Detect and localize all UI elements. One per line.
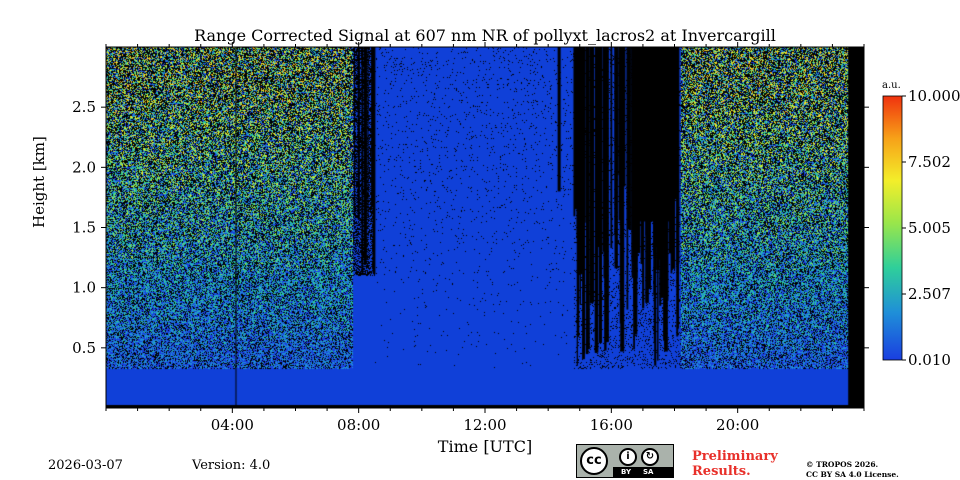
by-label: BY <box>621 468 632 476</box>
y-tick-label: 1.0 <box>72 279 96 297</box>
preliminary-line-2: Results. <box>692 464 751 479</box>
license-strip: BY SA <box>613 467 673 477</box>
version-label: Version: 4.0 <box>192 458 271 473</box>
y-tick-label: 1.5 <box>72 219 96 237</box>
y-tick-label: 0.5 <box>72 339 96 357</box>
colorbar-tick-label: 10.000 <box>908 87 960 105</box>
preliminary-line-1: Preliminary <box>692 449 778 464</box>
colorbar-tick-label: 0.010 <box>908 351 951 369</box>
y-tick-label: 2.0 <box>72 158 96 176</box>
colorbar <box>882 95 903 361</box>
heatmap-area <box>106 47 864 408</box>
preliminary-notice: Preliminary Results. <box>692 449 778 479</box>
chart-title: Range Corrected Signal at 607 nm NR of p… <box>194 26 776 45</box>
colorbar-ticks: 0.010 2.507 5.005 7.502 10.000 <box>902 87 960 369</box>
colorbar-unit: a.u. <box>882 80 901 91</box>
cc-license-badge[interactable]: cc i ↻ BY SA <box>576 444 674 478</box>
colorbar-tick-label: 7.502 <box>908 153 951 171</box>
colorbar-tick-label: 5.005 <box>908 219 951 237</box>
cc-icon: cc <box>580 447 608 475</box>
x-tick-label: 20:00 <box>716 416 759 434</box>
sa-label: SA <box>643 468 654 476</box>
x-tick-label: 12:00 <box>463 416 506 434</box>
sa-icon: ↻ <box>641 448 659 466</box>
x-tick-label: 08:00 <box>337 416 380 434</box>
x-tick-label: 16:00 <box>590 416 633 434</box>
x-tick-label: 04:00 <box>211 416 254 434</box>
x-axis-label: Time [UTC] <box>437 437 533 456</box>
colorbar-tick-label: 2.507 <box>908 285 951 303</box>
y-axis: 0.5 1.0 1.5 2.0 2.5 <box>72 98 869 357</box>
by-icon: i <box>619 448 637 466</box>
heatmap-canvas <box>106 47 864 408</box>
y-axis-label: Height [km] <box>30 136 48 228</box>
x-axis: 04:00 08:00 12:00 16:00 20:00 <box>105 42 865 434</box>
heatmap-raster <box>106 47 864 408</box>
copyright-line-2: CC BY SA 4.0 License. <box>806 470 899 479</box>
date-label: 2026-03-07 <box>48 458 123 473</box>
y-tick-label: 2.5 <box>72 98 96 116</box>
copyright-line-1: © TROPOS 2026. <box>806 460 879 469</box>
copyright-notice: © TROPOS 2026. CC BY SA 4.0 License. <box>806 460 899 480</box>
